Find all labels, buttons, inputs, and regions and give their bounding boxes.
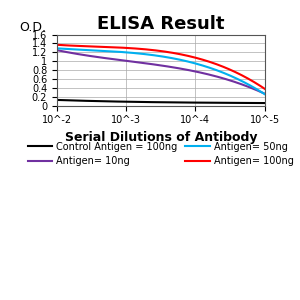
Antigen= 50ng (179, 58, 182, 62)
Antigen= 50ng (230, 75, 234, 78)
Control Antigen = 100ng (263, 101, 266, 105)
X-axis label: Serial Dilutions of Antibody: Serial Dilutions of Antibody (64, 131, 257, 144)
Antigen= 50ng (55, 46, 59, 50)
Antigen= 10ng (56, 49, 59, 52)
Control Antigen = 100ng (182, 101, 186, 104)
Antigen= 100ng (243, 75, 247, 79)
Antigen= 100ng (178, 52, 182, 56)
Line: Antigen= 10ng: Antigen= 10ng (57, 50, 265, 94)
Text: O.D.: O.D. (20, 21, 46, 34)
Antigen= 100ng (56, 43, 59, 46)
Antigen= 50ng (263, 92, 266, 96)
Antigen= 100ng (263, 87, 266, 91)
Control Antigen = 100ng (179, 101, 182, 104)
Antigen= 100ng (179, 52, 182, 56)
Line: Antigen= 50ng: Antigen= 50ng (57, 48, 265, 94)
Antigen= 10ng (230, 79, 234, 83)
Control Antigen = 100ng (178, 101, 182, 104)
Control Antigen = 100ng (230, 101, 234, 105)
Control Antigen = 100ng (56, 98, 59, 102)
Antigen= 50ng (178, 58, 182, 61)
Antigen= 50ng (182, 59, 186, 62)
Antigen= 100ng (182, 53, 186, 57)
Line: Control Antigen = 100ng: Control Antigen = 100ng (57, 100, 265, 103)
Antigen= 50ng (243, 81, 247, 85)
Control Antigen = 100ng (243, 101, 247, 105)
Control Antigen = 100ng (55, 98, 59, 102)
Antigen= 10ng (182, 68, 186, 71)
Antigen= 50ng (56, 46, 59, 50)
Title: ELISA Result: ELISA Result (97, 15, 224, 33)
Antigen= 10ng (178, 67, 182, 70)
Antigen= 100ng (230, 69, 234, 72)
Line: Antigen= 100ng: Antigen= 100ng (57, 45, 265, 89)
Antigen= 10ng (179, 67, 182, 70)
Antigen= 10ng (55, 48, 59, 52)
Antigen= 10ng (243, 84, 247, 87)
Antigen= 10ng (263, 92, 266, 95)
Antigen= 100ng (55, 43, 59, 46)
Legend: Control Antigen = 100ng, Antigen= 10ng, Antigen= 50ng, Antigen= 100ng: Control Antigen = 100ng, Antigen= 10ng, … (24, 138, 297, 170)
